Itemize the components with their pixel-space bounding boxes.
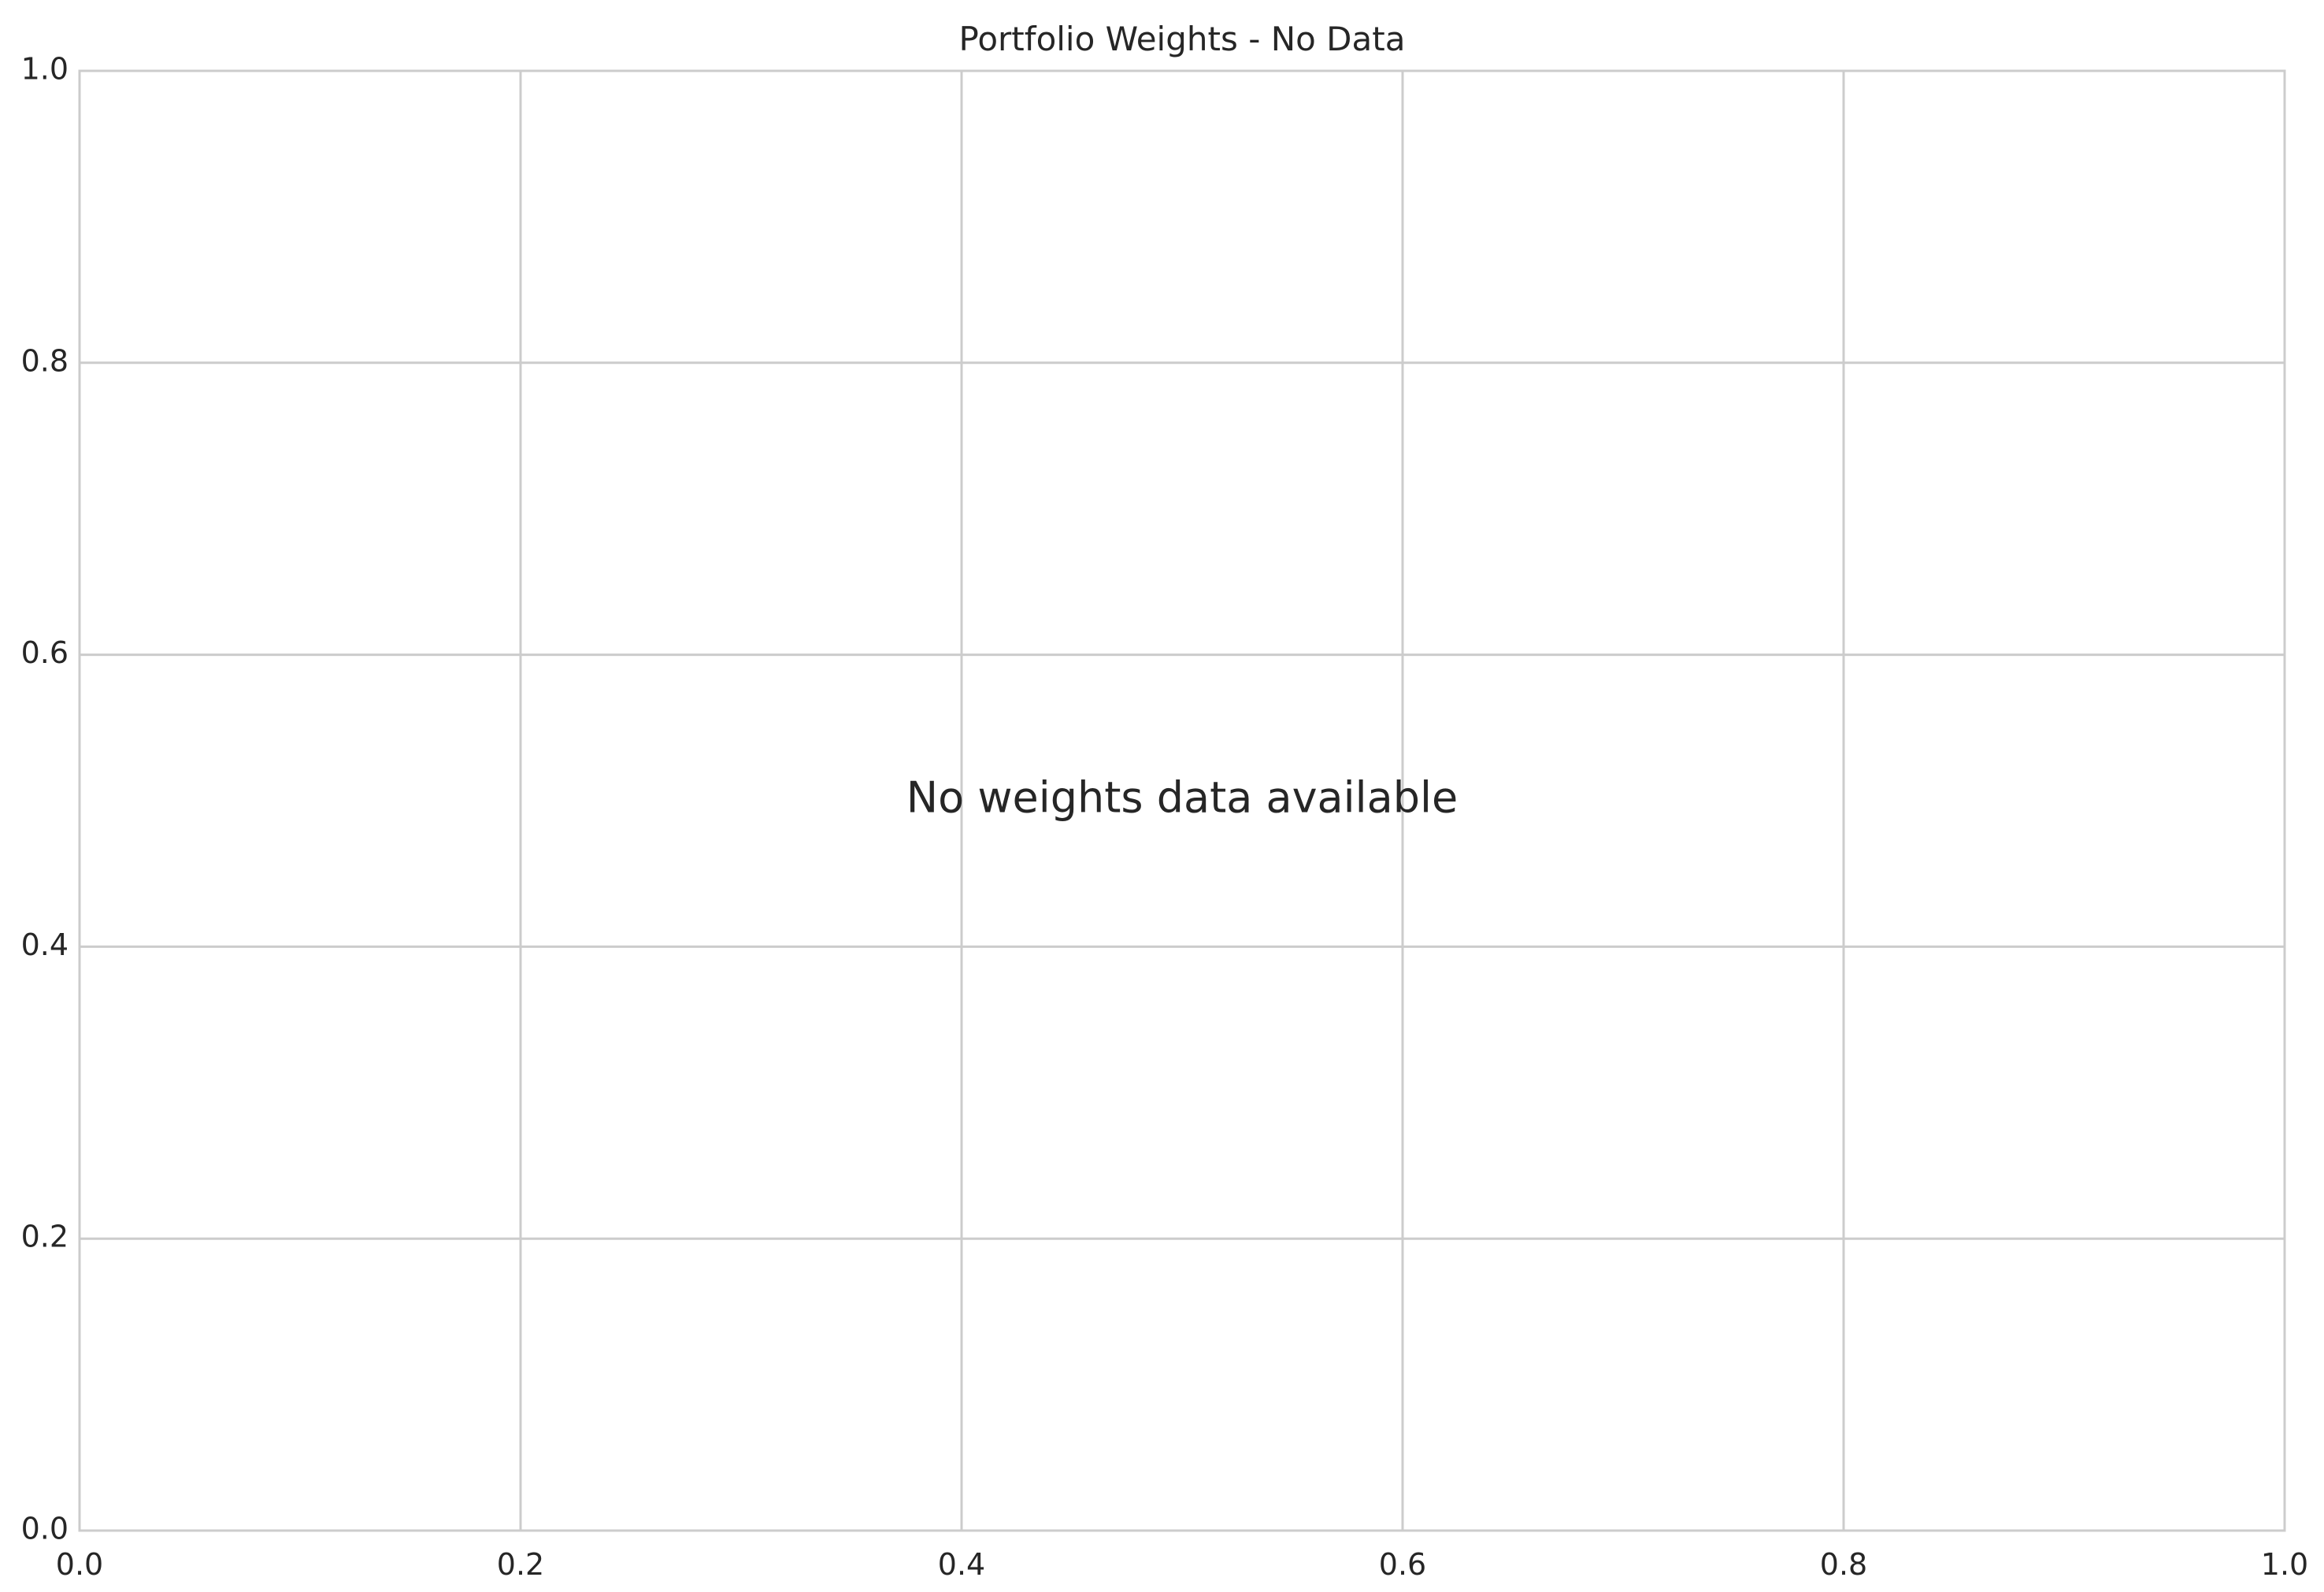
y-tick-label: 0.8	[21, 343, 69, 378]
x-tick-label: 0.0	[56, 1547, 103, 1582]
x-tick-labels: 0.0 0.2 0.4 0.6 0.8 1.0	[56, 1547, 2308, 1582]
y-tick-labels: 0.0 0.2 0.4 0.6 0.8 1.0	[21, 52, 69, 1546]
y-grid-lines	[80, 361, 2285, 1240]
x-tick-label: 0.4	[938, 1547, 985, 1582]
no-data-annotation: No weights data available	[906, 773, 1459, 823]
x-tick-label: 1.0	[2261, 1547, 2308, 1582]
y-tick-label: 0.4	[21, 927, 69, 962]
chart-title: Portfolio Weights - No Data	[959, 20, 1406, 58]
x-grid-lines	[519, 71, 1845, 1531]
y-tick-label: 0.0	[21, 1512, 69, 1546]
x-tick-label: 0.6	[1379, 1547, 1426, 1582]
x-tick-label: 0.8	[1820, 1547, 1867, 1582]
x-tick-label: 0.2	[497, 1547, 544, 1582]
y-tick-label: 1.0	[21, 52, 69, 87]
y-tick-label: 0.6	[21, 635, 69, 670]
plot-area	[78, 69, 2286, 1532]
y-tick-label: 0.2	[21, 1220, 69, 1254]
